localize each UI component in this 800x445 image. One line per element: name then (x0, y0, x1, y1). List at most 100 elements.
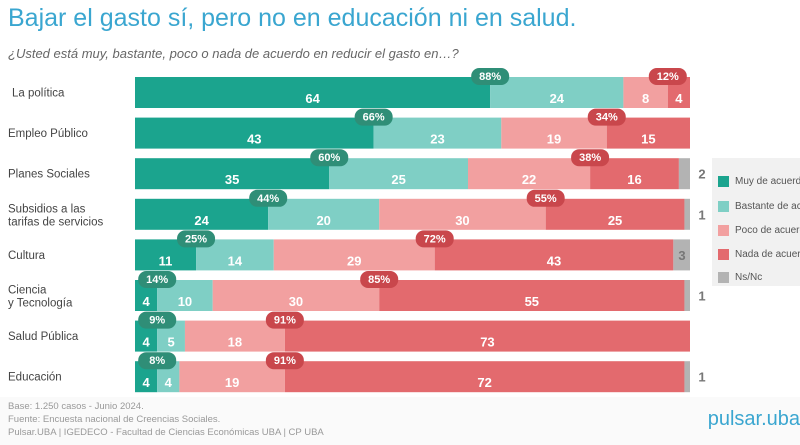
bar-segment (373, 117, 502, 149)
category-label: Salud Pública (8, 331, 79, 343)
category-label: Empleo Público (8, 128, 88, 140)
bar-segment (135, 158, 330, 190)
total-label: 60% (318, 152, 340, 164)
legend-label: Ns/Nc (735, 272, 763, 283)
data-label: 22 (522, 172, 536, 187)
legend-swatch (718, 176, 729, 187)
agree-total-badge (471, 68, 510, 85)
agree-total-badge (138, 352, 177, 370)
agree-total-badge (138, 271, 177, 288)
data-label: 55 (525, 294, 539, 309)
bar-segment (273, 239, 435, 271)
data-label: 14 (228, 253, 243, 268)
chart-subtitle: ¿Usted está muy, bastante, poco o nada d… (8, 46, 459, 61)
disagree-total-badge (265, 352, 304, 370)
legend-swatch (718, 249, 729, 260)
data-label: 73 (480, 335, 494, 350)
footer-source: Fuente: Encuesta nacional de Creencias S… (8, 414, 221, 425)
total-label: 91% (274, 315, 296, 327)
ns-label: 3 (678, 248, 685, 263)
data-label: 11 (159, 253, 173, 268)
bar-segment (329, 158, 468, 190)
total-label: 12% (657, 71, 679, 83)
ns-label: 1 (698, 289, 705, 304)
legend-swatch (718, 201, 729, 212)
bar-segment (501, 117, 607, 149)
data-label: 25 (391, 172, 405, 187)
category-label: Educación (8, 372, 62, 384)
bar-segment (135, 198, 269, 230)
total-label: 44% (257, 193, 279, 205)
bar-segment (179, 361, 285, 393)
data-label: 8 (642, 91, 649, 106)
legend-label: Muy de acuerdo (735, 176, 800, 187)
data-label: 4 (675, 91, 683, 106)
category-label: La política (12, 88, 65, 100)
bar-segment (379, 198, 546, 230)
total-label: 66% (363, 112, 385, 124)
category-label: Ciencia y Tecnología (8, 285, 73, 310)
total-label: 25% (185, 233, 207, 245)
legend-item: Bastante de acuerdo (718, 201, 800, 212)
bar-segment (468, 158, 591, 190)
data-label: 5 (167, 335, 174, 350)
disagree-total-badge (571, 149, 610, 167)
data-label: 24 (194, 213, 209, 228)
category-label: Planes Sociales (8, 169, 90, 181)
data-label: 18 (228, 335, 242, 350)
bar-segment (684, 198, 690, 230)
legend-item: Ns/Nc (718, 272, 762, 283)
data-label: 10 (178, 294, 192, 309)
legend-label: Nada de acuerdo (735, 249, 800, 260)
disagree-total-badge (648, 68, 687, 85)
total-label: 88% (479, 71, 501, 83)
bar-segment (284, 361, 685, 393)
disagree-total-badge (526, 189, 565, 207)
bar-segment (135, 77, 491, 108)
stacked-bar-chart: La política 64 24 8 488% 12%Empleo Público 43 2… (8, 68, 706, 393)
legend-label: Bastante de acuerdo (735, 201, 800, 212)
pulsar-logo: pulsar.uba (707, 408, 800, 430)
legend-swatch (718, 272, 729, 283)
data-label: 25 (608, 213, 622, 228)
agree-total-badge (177, 230, 216, 248)
disagree-total-badge (587, 108, 626, 126)
data-label: 23 (430, 132, 444, 147)
chart-title: Bajar el gasto sí, pero no en educación … (8, 4, 577, 32)
ns-label: 1 (698, 207, 705, 222)
data-label: 30 (455, 213, 469, 228)
ns-label: 1 (698, 370, 705, 385)
disagree-total-badge (360, 271, 399, 288)
ns-label: 2 (698, 167, 705, 182)
data-label: 24 (550, 91, 565, 106)
bar-segment (268, 198, 380, 230)
data-label: 4 (142, 294, 150, 309)
agree-total-badge (354, 108, 393, 126)
data-label: 15 (641, 132, 655, 147)
legend-swatch (718, 225, 729, 236)
total-label: 72% (424, 233, 446, 245)
bar-segment (684, 280, 690, 311)
total-label: 9% (149, 315, 165, 327)
data-label: 4 (142, 335, 150, 350)
bar-segment (678, 158, 690, 190)
total-label: 8% (149, 355, 165, 367)
data-label: 64 (305, 91, 320, 106)
category-label: Cultura (8, 250, 46, 262)
total-label: 55% (535, 193, 557, 205)
data-label: 72 (477, 375, 491, 390)
bar-segment (684, 361, 690, 393)
legend: Muy de acuerdo Bastante de acuerdo Poco … (712, 158, 800, 286)
agree-total-badge (310, 149, 349, 167)
category-label: Subsidios a las tarifas de servicios (8, 203, 103, 228)
data-label: 43 (547, 253, 561, 268)
data-label: 4 (142, 375, 150, 390)
data-label: 30 (289, 294, 303, 309)
total-label: 14% (146, 274, 168, 286)
data-label: 19 (225, 375, 239, 390)
data-label: 16 (627, 172, 641, 187)
data-label: 35 (225, 172, 239, 187)
legend-item: Muy de acuerdo (718, 176, 800, 187)
bar-segment (434, 239, 674, 271)
